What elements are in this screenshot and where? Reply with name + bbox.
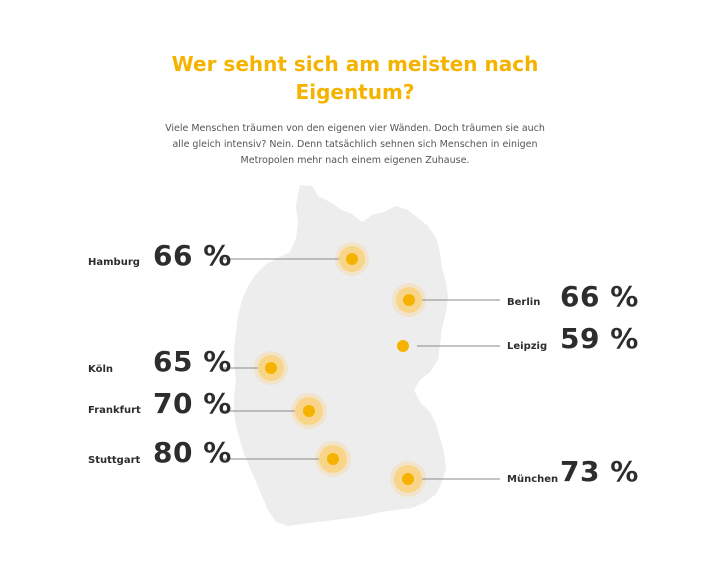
marker-leipzig [397,340,409,352]
chart-subtitle: Viele Menschen träumen von den eigenen v… [165,123,545,166]
leader-lines [222,258,500,480]
value-label-leipzig: 59 % [560,322,639,355]
city-label-stuttgart: Stuttgart [88,455,141,466]
city-label-koeln: Köln [88,364,113,375]
value-label-frankfurt: 70 % [153,387,232,420]
marker-muenchen [402,473,414,485]
marker-frankfurt [303,405,315,417]
city-label-hamburg: Hamburg [88,257,140,268]
markers [254,242,426,497]
value-label-stuttgart: 80 % [153,436,232,469]
marker-stuttgart [327,453,339,465]
city-label-leipzig: Leipzig [507,341,548,352]
germany-outline [234,185,448,526]
city-label-frankfurt: Frankfurt [88,405,141,416]
value-label-koeln: 65 % [153,345,232,378]
marker-koeln [265,362,277,374]
value-label-berlin: 66 % [560,280,639,313]
marker-berlin [403,294,415,306]
title-text: Wer sehnt sich am meisten nach Eigentum? [171,52,539,104]
marker-hamburg [346,253,358,265]
city-label-muenchen: München [507,474,559,485]
value-label-hamburg: 66 % [153,239,232,272]
chart-title: Wer sehnt sich am meisten nach Eigentum? [0,50,710,106]
city-label-berlin: Berlin [507,297,541,308]
value-label-muenchen: 73 % [560,455,639,488]
